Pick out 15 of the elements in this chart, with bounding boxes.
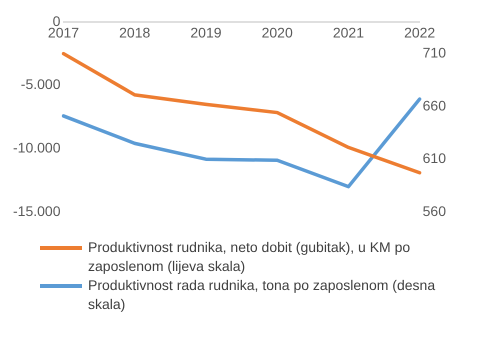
x-tick-label: 2018	[119, 24, 150, 40]
legend-label: Produktivnost rada rudnika, tona po zaposlenom (desna skala)	[88, 276, 436, 314]
y-tick-label: 0	[52, 12, 61, 29]
y2-tick-label: 660	[422, 97, 446, 114]
legend-label: Produktivnost rudnika, neto dobit (gubitak), u KM po zaposlenom (lijeva skala)	[88, 238, 412, 276]
y2-tick-label: 560	[422, 202, 446, 219]
y2-tick-label: 710	[422, 44, 446, 61]
y-tick-label: -10.000	[13, 140, 61, 156]
x-tick-label: 2019	[190, 24, 222, 40]
x-tick-label: 2022	[404, 24, 436, 40]
x-tick-label: 2021	[332, 24, 364, 40]
y-tick-label: -15.000	[13, 202, 61, 219]
y-tick-label: -5.000	[20, 76, 61, 92]
y2-tick-label: 610	[422, 150, 446, 166]
x-tick-label: 2020	[262, 24, 293, 40]
